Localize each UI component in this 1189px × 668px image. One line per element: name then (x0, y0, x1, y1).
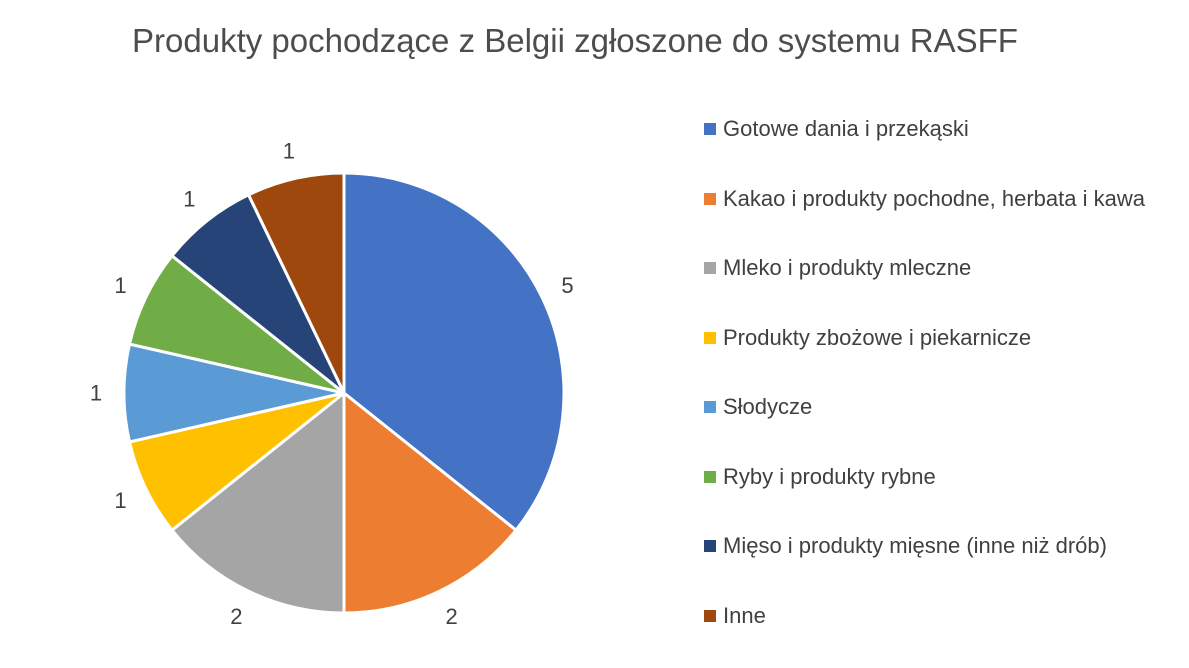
legend-item-kakao-i-produkty-pochodne-herbata-i-kawa: Kakao i produkty pochodne, herbata i kaw… (704, 182, 1145, 252)
legend-label: Ryby i produkty rybne (723, 460, 936, 494)
legend-swatch (704, 401, 716, 413)
legend: Gotowe dania i przekąski Kakao i produkty… (704, 112, 1145, 668)
data-label-gotowe-dania-i-przekaski: 5 (561, 273, 573, 298)
legend-item-produkty-zbozowe-i-piekarnicze: Produkty zbożowe i piekarnicze (704, 321, 1145, 391)
legend-label: Mleko i produkty mleczne (723, 251, 971, 285)
data-label-mieso-i-produkty-miesne-inne-niz-drob: 1 (183, 187, 195, 212)
legend-item-ryby-i-produkty-rybne: Ryby i produkty rybne (704, 460, 1145, 530)
data-label-kakao-i-produkty-pochodne-herbata-i-kawa: 2 (445, 604, 457, 629)
legend-label: Produkty zbożowe i piekarnicze (723, 321, 1031, 355)
data-label-ryby-i-produkty-rybne: 1 (114, 273, 126, 298)
legend-swatch (704, 262, 716, 274)
legend-label: Mięso i produkty mięsne (inne niż drób) (723, 529, 1107, 563)
data-label-mleko-i-produkty-mleczne: 2 (230, 604, 242, 629)
data-label-slodycze: 1 (90, 381, 102, 406)
legend-item-gotowe-dania-i-przekaski: Gotowe dania i przekąski (704, 112, 1145, 182)
legend-label: Słodycze (723, 390, 812, 424)
legend-item-slodycze: Słodycze (704, 390, 1145, 460)
legend-label: Gotowe dania i przekąski (723, 112, 969, 146)
legend-swatch (704, 471, 716, 483)
legend-swatch (704, 123, 716, 135)
data-label-inne: 1 (283, 139, 295, 164)
legend-item-mieso-i-produkty-miesne-inne-niz-drob: Mięso i produkty mięsne (inne niż drób) (704, 529, 1145, 599)
legend-item-mleko-i-produkty-mleczne: Mleko i produkty mleczne (704, 251, 1145, 321)
legend-swatch (704, 193, 716, 205)
data-label-produkty-zbozowe-i-piekarnicze: 1 (114, 488, 126, 513)
legend-item-inne: Inne (704, 599, 1145, 668)
legend-swatch (704, 610, 716, 622)
legend-label: Inne (723, 599, 766, 633)
legend-swatch (704, 332, 716, 344)
legend-swatch (704, 540, 716, 552)
legend-label: Kakao i produkty pochodne, herbata i kaw… (723, 182, 1145, 216)
